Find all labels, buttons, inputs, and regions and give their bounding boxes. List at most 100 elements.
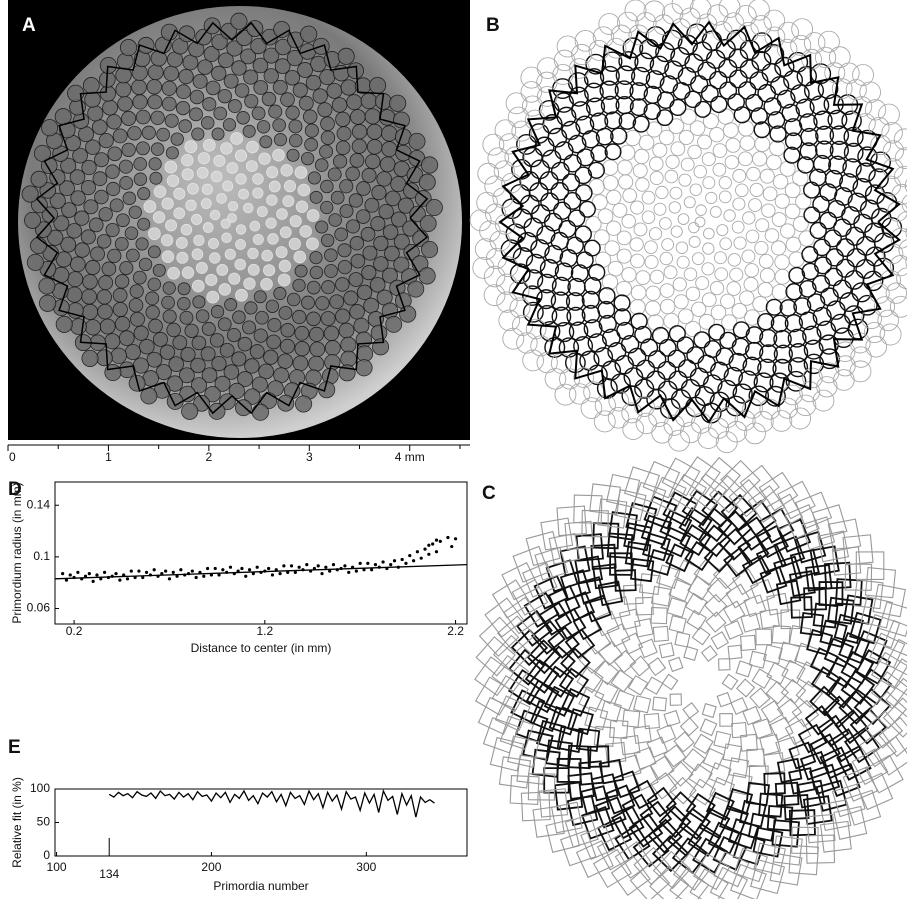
primordium [174,208,185,219]
primordium [369,77,385,93]
primordium-circle [825,230,842,247]
primordium [132,80,147,95]
primordium [167,323,181,337]
primordium [190,90,204,104]
primordium [115,237,128,250]
primordium [250,345,264,359]
primordium [309,356,324,371]
primordium-circle [740,291,754,305]
primordium-circle [589,40,609,60]
primordium-circle [617,281,632,296]
primordium [306,238,318,250]
primordium-circle [695,102,711,118]
primordium [139,258,152,271]
primordium-circle [698,355,715,372]
primordium [108,249,121,262]
primordium-circle [762,204,775,217]
primordium [293,279,305,291]
primordium [180,311,193,324]
primordium [161,235,172,246]
primordium-circle [607,190,621,204]
primordium [160,345,174,359]
primordium-circle [613,203,627,217]
primordium-circle [804,207,820,223]
primordium [100,57,116,73]
primordium-circle [532,205,550,223]
primordium [321,117,335,131]
primordium [235,150,246,161]
x-axis-label: Distance to center (in mm) [191,641,332,655]
data-point [427,544,430,547]
primordium-circle [689,222,699,232]
primordium [106,223,119,236]
primordium-circle [679,174,691,186]
primordium-circle [691,368,709,386]
quad-cell [711,632,728,649]
quad-cell [635,619,653,637]
primordium [31,238,47,254]
primordium [153,332,167,346]
primordium-circle [749,199,762,212]
primordium [301,296,314,309]
primordium-circle [689,236,700,247]
primordium [227,163,238,174]
primordium [119,331,134,346]
primordium-circle [623,189,637,203]
primordium-circle [710,127,724,141]
primordium [301,152,314,165]
primordium [99,276,113,290]
primordium [268,318,281,331]
primordium [133,358,148,373]
data-line [109,791,434,817]
primordium [279,260,291,272]
primordium [68,272,83,287]
primordium [198,153,209,164]
primordium [140,339,155,354]
primordium [362,265,376,279]
primordium [148,95,162,109]
primordium-circle [760,399,780,419]
primordium [329,214,342,227]
primordium [364,298,379,313]
primordium [99,133,113,147]
primordium [245,95,258,108]
primordium-circle [620,145,635,160]
primordium-circle [813,196,829,212]
primordium [106,182,119,195]
data-point [282,564,285,567]
primordium [426,199,442,215]
primordium [149,158,161,170]
primordium [85,140,100,155]
primordium [223,181,233,191]
primordium [148,65,163,80]
quad-cell [764,753,785,774]
primordium [281,323,295,337]
quad-cell [595,661,619,685]
primordium [116,82,131,97]
primordium [153,264,165,276]
data-point [446,536,449,539]
quad-cell [767,663,788,684]
primordium [283,196,294,207]
primordium-circle [594,411,615,432]
primordium [225,299,237,311]
primordium [254,329,267,342]
y-axis-label: Relative fit (in %) [10,777,24,868]
quad-cell [512,580,547,615]
primordium-circle [755,137,770,152]
primordium-circle [825,268,842,285]
primordium [130,312,144,326]
primordium-circle [646,286,660,300]
primordium-circle [775,255,790,270]
plot-frame [55,789,467,856]
primordium-circle [775,269,790,284]
primordium-circle [696,277,709,290]
quad-cell [634,696,651,713]
primordium [70,257,85,272]
data-point [248,568,251,571]
data-point [408,554,411,557]
primordium [420,216,436,232]
primordium-circle [673,278,686,291]
primordium [266,218,276,228]
data-point [423,548,426,551]
